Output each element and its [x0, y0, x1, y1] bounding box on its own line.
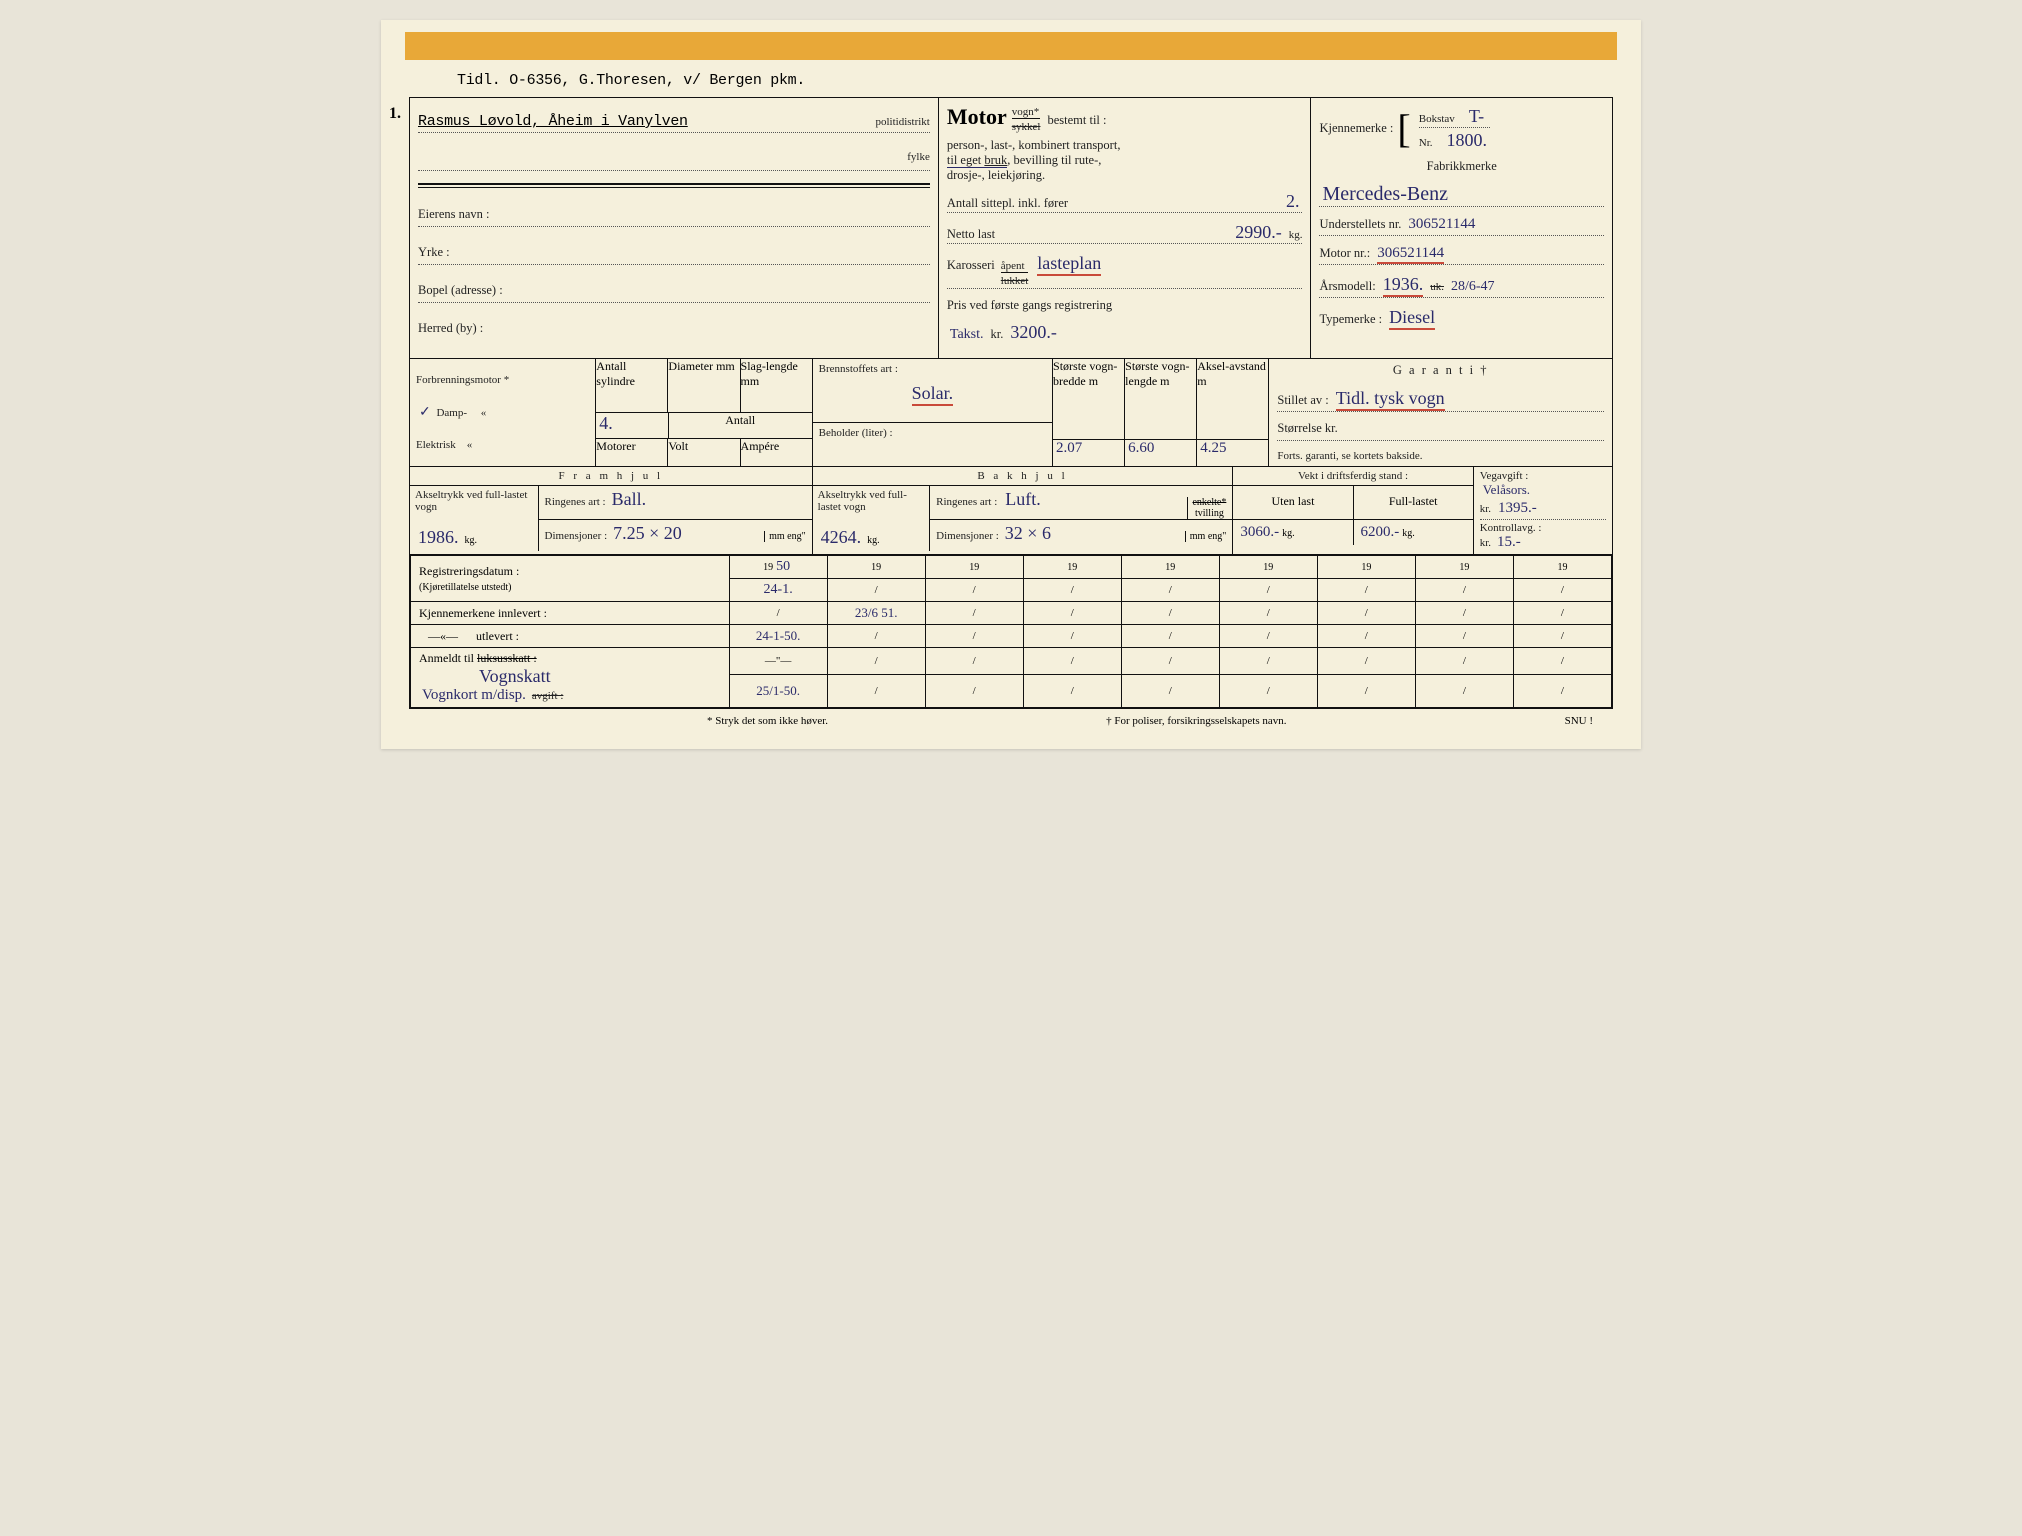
registration-table: Registreringsdatum : (Kjøretillatelse ut…: [410, 555, 1612, 708]
fylke-label: fylke: [907, 151, 930, 163]
snu-label: SNU !: [1565, 715, 1593, 727]
fabrikkmerke-value: Mercedes-Benz: [1322, 183, 1448, 206]
sittepl-label: Antall sittepl. inkl. fører: [947, 196, 1068, 211]
engine-row: Forbrenningsmotor * ✓ Damp- « Elektrisk …: [410, 359, 1612, 467]
pris-label: Pris ved første gangs registrering: [947, 298, 1303, 313]
registration-card: Tidl. O-6356, G.Thoresen, v/ Bergen pkm.…: [381, 20, 1641, 749]
owner-typed: Rasmus Løvold, Åheim i Vanylven: [418, 113, 688, 130]
wheels-row: F r a m h j u l Akseltrykk ved full-last…: [410, 467, 1612, 555]
karosseri-label: Karosseri: [947, 258, 995, 273]
bopel-label: Bopel (adresse) :: [418, 283, 503, 298]
stillet-value: Tidl. tysk vogn: [1336, 388, 1445, 411]
fabrikkmerke-label: Fabrikkmerke: [1319, 159, 1604, 174]
motor-heading: Motor: [947, 104, 1007, 129]
eierens-navn-label: Eierens navn :: [418, 207, 490, 222]
karosseri-value: lasteplan: [1037, 253, 1101, 276]
previous-reg-line: Tidl. O-6356, G.Thoresen, v/ Bergen pkm.: [409, 68, 1613, 97]
sittepl-value: 2.: [1286, 191, 1300, 212]
owner-section: Rasmus Løvold, Åheim i Vanylven politidi…: [410, 98, 939, 358]
orange-band: [405, 32, 1617, 60]
takst-label: Takst.: [950, 327, 984, 343]
footnote-poliser: † For poliser, forsikringsselskapets nav…: [1106, 715, 1286, 727]
politidistrikt-label: politidistrikt: [875, 116, 929, 128]
motor-section: Motor vogn* sykkel bestemt til : person-…: [939, 98, 1312, 358]
drosje-line: drosje-, leiekjøring.: [947, 168, 1303, 183]
nr-value: 1800.: [1447, 130, 1488, 151]
footnote-stryk: * Stryk det som ikke høver.: [707, 715, 828, 727]
pris-value: 3200.-: [1010, 322, 1057, 343]
arsmodell-value: 1936.: [1383, 274, 1424, 297]
yrke-label: Yrke :: [418, 245, 450, 260]
entry-index: 1.: [389, 105, 401, 123]
understell-value: 306521144: [1408, 216, 1475, 233]
bokstav-value: T-: [1469, 106, 1484, 127]
herred-label: Herred (by) :: [418, 321, 483, 336]
motornr-value: 306521144: [1377, 245, 1444, 264]
typemerke-value: Diesel: [1389, 307, 1435, 330]
brennstoff-value: Solar.: [912, 383, 954, 406]
vogn-label: vogn*: [1012, 106, 1041, 119]
kjennemerke-label: Kjennemerke :: [1319, 121, 1393, 136]
bestemt-label: bestemt til :: [1047, 113, 1106, 127]
footer: * Stryk det som ikke høver. † For polise…: [409, 709, 1613, 731]
netto-label: Netto last: [947, 227, 995, 242]
netto-value: 2990.-: [1235, 222, 1282, 243]
transport-line: person-, last-, kombinert transport,: [947, 138, 1121, 152]
id-section: Kjennemerke : [ Bokstav T- Nr. 1800. Fab…: [1311, 98, 1612, 358]
sykkel-label: sykkel: [1012, 121, 1041, 133]
